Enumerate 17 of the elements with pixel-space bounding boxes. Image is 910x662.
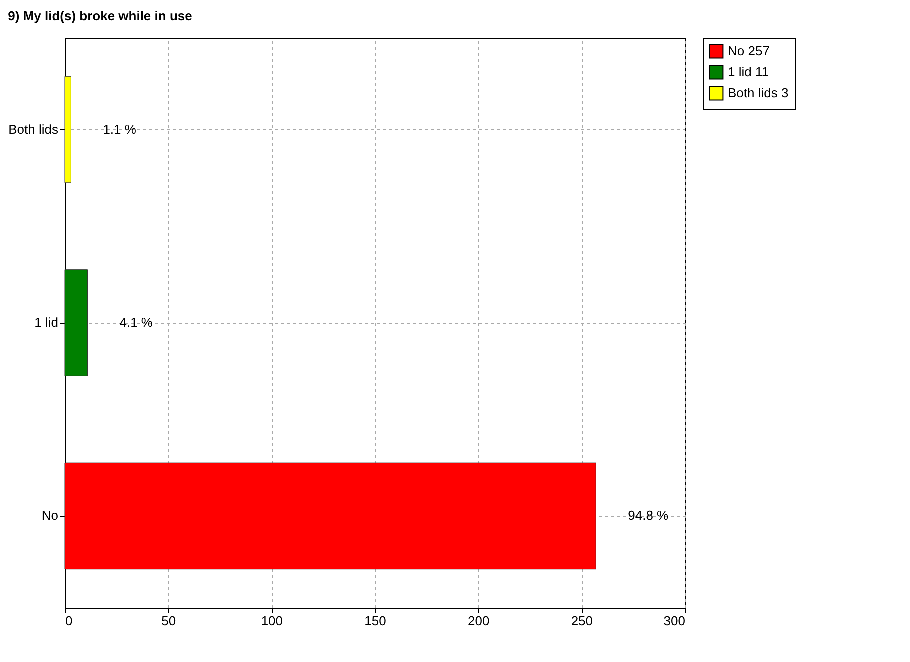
- y-tick-label: Both lids: [8, 122, 59, 137]
- x-tick-label: 100: [261, 614, 284, 628]
- y-tick-label: No: [42, 508, 58, 524]
- x-tick-label: 150: [364, 614, 386, 628]
- x-tick-label: 300: [664, 614, 686, 628]
- legend-label: No 257: [728, 44, 770, 58]
- chart-title: 9) My lid(s) broke while in use: [8, 8, 192, 24]
- annotation: 4.1 %: [120, 315, 154, 330]
- annotation: 94.8 %: [628, 508, 670, 524]
- x-tick-label: 250: [571, 614, 594, 628]
- x-tick-label: 200: [468, 614, 490, 628]
- y-tick-label: 1 lid: [34, 315, 58, 330]
- x-tick-label: 0: [66, 614, 73, 628]
- annotation: 1.1 %: [103, 122, 137, 137]
- legend-label: Both lids 3: [728, 86, 789, 100]
- x-tick-label: 50: [162, 614, 176, 628]
- legend-label: 1 lid 11: [728, 64, 769, 80]
